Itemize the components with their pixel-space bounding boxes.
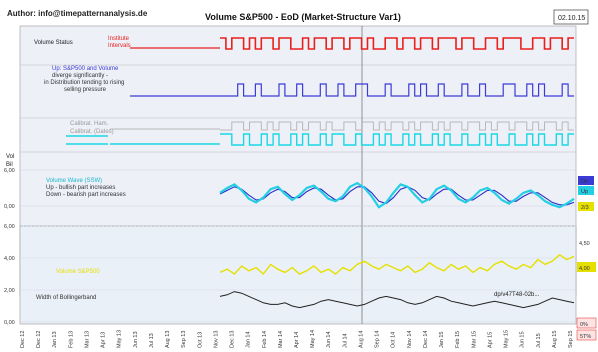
corner-box-1 — [576, 317, 597, 329]
x-tick-label: Dec 14 — [423, 331, 429, 348]
divergence-label-3: in Distribution tending to rising — [44, 80, 124, 86]
wave-left-label-2: Bil — [6, 162, 13, 168]
wave-series-cyan — [219, 181, 575, 209]
date-text: 02.10.15 — [558, 15, 585, 22]
volume-panel-background — [19, 225, 577, 325]
volume-ytick: 4,00 — [4, 256, 15, 262]
author-text: Author: info@timepatternanalysis.de — [7, 9, 148, 18]
x-tick-label: Jan 13 — [52, 331, 58, 348]
wave-left-label-1: Vol — [6, 154, 14, 160]
x-tick-label: Oct 14 — [391, 332, 397, 348]
volume-series-label: Volume S&P500 — [56, 269, 100, 275]
volume-right-value-2: 4,00 — [579, 266, 590, 272]
x-tick-label: Jun 14 — [326, 331, 332, 348]
calibration-steps-gray — [220, 121, 574, 131]
wave-badge-dn-text: Dn — [581, 179, 588, 185]
volume-right-value-1: 4,50 — [579, 241, 590, 247]
wave-label-1: Volume Wave (SSW) — [46, 178, 102, 184]
bollinger-label: Width of Bollingerband — [36, 295, 96, 301]
x-tick-label: Mar 14 — [278, 331, 284, 348]
x-tick-label: Aug 15 — [552, 331, 558, 348]
volume-status-steps — [220, 37, 574, 50]
x-tick-label: Dec 13 — [230, 331, 236, 348]
x-tick-label: Dec 12 — [20, 331, 26, 348]
wave-badge-ratio-text: 2/3 — [581, 205, 589, 211]
wave-ytick: 0,00 — [4, 204, 15, 210]
wave-badge-up-text: Up — [581, 189, 588, 195]
volume-series-yellow — [219, 253, 575, 276]
intervals-label: Intervals — [108, 43, 131, 49]
volume-annotation: dp/v47T48-02b... — [494, 292, 540, 298]
x-tick-label: Jan 14 — [246, 331, 252, 348]
divergence-label-4: selling pressure — [64, 87, 107, 93]
divergence-label-2: diverge significantly - — [52, 73, 108, 79]
x-tick-label: May 14 — [310, 330, 316, 348]
date-box — [553, 9, 589, 25]
wave-ytick: 6,00 — [4, 168, 15, 174]
x-tick-label: Apr 13 — [101, 332, 107, 348]
x-tick-label: Jul 15 — [536, 333, 542, 348]
x-tick-label: Sep 14 — [375, 331, 381, 348]
divergence-steps — [220, 83, 574, 97]
x-tick-label: Jun 13 — [133, 331, 139, 348]
wave-label-3: Down - bearish part increases — [46, 192, 126, 198]
x-tick-label: Sep 15 — [568, 331, 574, 348]
volume-right-badge — [577, 262, 596, 272]
corner-box-2 — [576, 329, 597, 341]
x-tick-label: Mar 13 — [85, 331, 91, 348]
x-tick-label: Nov 13 — [213, 331, 219, 348]
x-tick-label: Aug 14 — [359, 331, 365, 348]
chart-marks: 6,00 0,00 6,00 4,00 2,00 0,00 Dec 12 Dec 12 Jan … — [4, 37, 576, 349]
volume-status-label: Volume Status — [34, 40, 73, 46]
x-tick-label: Nov 14 — [407, 331, 413, 348]
x-tick-label: Apr 15 — [487, 332, 493, 348]
x-tick-label: Feb 14 — [262, 331, 268, 348]
volume-ytick: 2,00 — [4, 288, 15, 294]
x-tick-label: Jul 14 — [342, 333, 348, 348]
bollinger-width-series — [219, 291, 575, 309]
wave-series-blue — [219, 186, 575, 206]
x-tick-label: May 15 — [504, 330, 510, 348]
x-tick-label: Apr 14 — [294, 332, 300, 348]
x-tick-label: Oct 13 — [197, 332, 203, 348]
calibration-label-2: Calibrat. (Dates) — [70, 129, 114, 135]
calibration-label-1: Calibrat. Ham. — [70, 121, 109, 127]
volume-ytick: 0,00 — [4, 320, 15, 326]
x-tick-label: Jul 13 — [149, 333, 155, 348]
divergence-label-1: Up: S&P500 and Volume — [52, 66, 119, 72]
corner-text-1: 0% — [580, 322, 588, 328]
x-tick-label: Jan 15 — [439, 332, 445, 349]
x-tick-label: Feb 15 — [455, 331, 461, 348]
x-tick-label: Feb 13 — [68, 331, 74, 348]
institute-label: Institute — [108, 36, 130, 42]
wave-badge-ratio — [578, 202, 594, 211]
wave-badge-up — [578, 186, 594, 195]
chart-title: Volume S&P500 - EoD (Market-Structure Va… — [205, 12, 401, 22]
x-tick-label: Mar 15 — [471, 331, 477, 348]
x-tick-label: Aug 13 — [165, 331, 171, 348]
corner-text-2: 5T% — [580, 334, 591, 340]
calibration-steps-cyan — [220, 133, 574, 146]
x-tick-label: Jun 15 — [520, 331, 526, 348]
x-tick-label: Sep 13 — [181, 331, 187, 348]
wave-label-2: Up - bullish part increases — [46, 185, 115, 191]
x-tick-label: May 13 — [117, 330, 123, 348]
volume-ytick: 6,00 — [4, 224, 15, 230]
x-tick-label: Dec 12 — [36, 331, 42, 348]
wave-badge-dn — [578, 176, 594, 185]
